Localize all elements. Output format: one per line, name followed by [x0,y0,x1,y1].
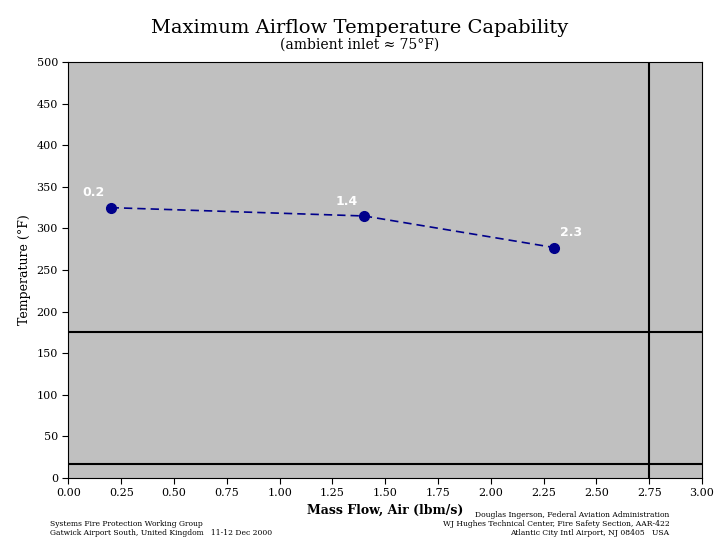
Text: Douglas Ingerson, Federal Aviation Administration
WJ Hughes Technical Center, Fi: Douglas Ingerson, Federal Aviation Admin… [443,511,670,537]
Text: Systems Fire Protection Working Group
Gatwick Airport South, United Kingdom   11: Systems Fire Protection Working Group Ga… [50,520,273,537]
X-axis label: Mass Flow, Air (lbm/s): Mass Flow, Air (lbm/s) [307,504,464,517]
Text: 2.3: 2.3 [560,226,582,239]
Text: (ambient inlet ≈ 75°F): (ambient inlet ≈ 75°F) [280,38,440,52]
Text: 1.4: 1.4 [336,194,358,207]
Text: 0.2: 0.2 [82,186,104,199]
Text: Maximum Airflow Temperature Capability: Maximum Airflow Temperature Capability [151,19,569,37]
Y-axis label: Temperature (°F): Temperature (°F) [18,214,31,326]
